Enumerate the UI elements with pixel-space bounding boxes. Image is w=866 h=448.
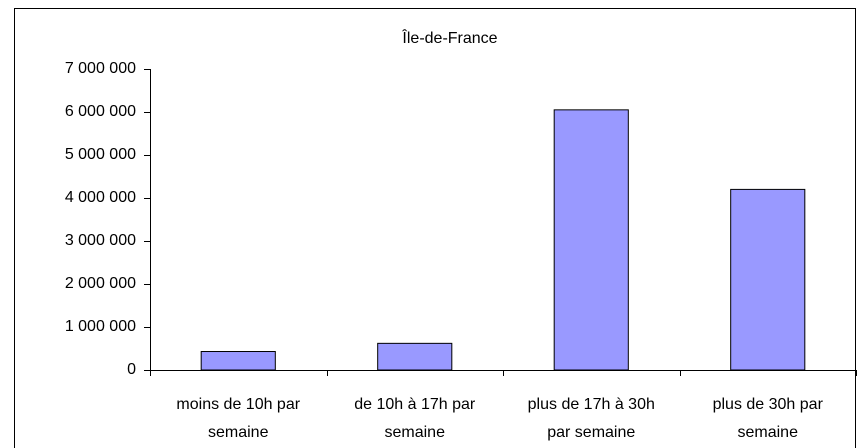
x-tick-label: de 10h à 17h par semaine [354,396,476,441]
x-tick-label: moins de 10h par semaine [176,396,301,441]
y-tick-label: 2 000 000 [65,275,136,292]
y-tick-label: 1 000 000 [65,318,136,335]
x-tick-label: plus de 30h par semaine [712,396,823,441]
chart-title: Île-de-France [401,28,497,47]
y-tick-label: 0 [127,361,136,378]
bar [200,351,276,371]
x-tick-label: plus de 17h à 30h par semaine [527,396,655,441]
y-tick-label: 3 000 000 [65,232,136,249]
bar [553,109,629,371]
chart-border [14,8,856,448]
bar [377,342,453,371]
y-tick-label: 7 000 000 [65,60,136,77]
y-tick-label: 4 000 000 [65,189,136,206]
bar [730,188,806,371]
y-tick-label: 5 000 000 [65,146,136,163]
y-tick-label: 6 000 000 [65,103,136,120]
